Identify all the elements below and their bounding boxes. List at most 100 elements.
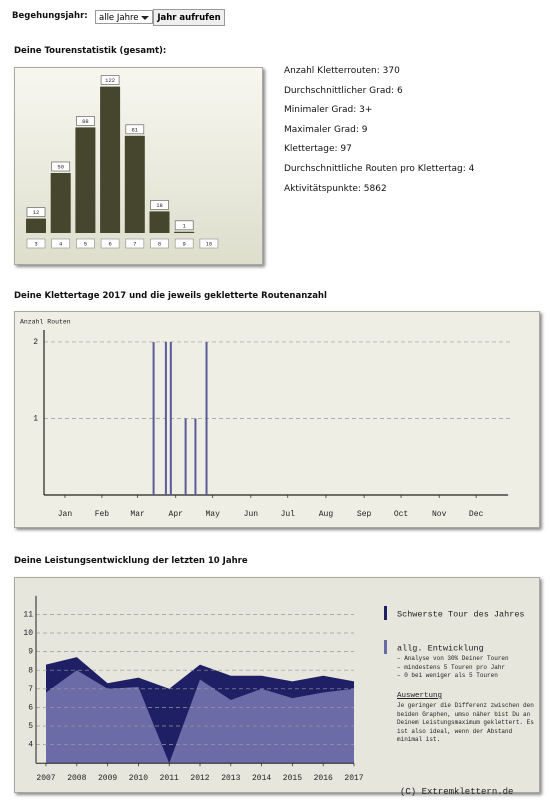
bar (124, 135, 145, 233)
x-tick-label: 4 (59, 240, 63, 247)
value-label: 12 (33, 209, 40, 216)
stat-line: Durchschnittliche Routen pro Klettertag:… (284, 164, 475, 174)
x-tick-label: 9 (183, 240, 186, 247)
y-tick-label: 9 (28, 648, 33, 657)
y-axis-label: Anzahl Routen (20, 319, 71, 326)
value-box (51, 161, 71, 172)
category-box (150, 238, 169, 249)
x-tick-label: 2010 (129, 774, 148, 783)
y-tick-label: 11 (23, 611, 33, 620)
category-box (100, 238, 120, 249)
value-label: 18 (156, 202, 163, 209)
x-tick-label: Mar (130, 510, 145, 519)
year-label: Begehungsjahr: (12, 11, 88, 21)
x-tick-label: Oct (394, 510, 408, 519)
stat-line: Durchschnittlicher Grad: 6 (284, 85, 403, 96)
x-tick-label: Apr (169, 510, 184, 519)
value-label: 122 (105, 77, 115, 84)
bar (174, 231, 195, 233)
annotation: Je geringer die Differenz zwischen den b… (397, 702, 534, 744)
y-tick-label: 7 (28, 685, 33, 694)
x-tick-label: 2011 (160, 774, 179, 783)
x-tick-label: 2009 (98, 774, 117, 783)
x-tick-label: Jun (244, 510, 259, 519)
legend-note: – mindestens 5 Touren pro Jahr (397, 663, 506, 671)
x-tick-label: May (205, 510, 220, 519)
x-tick-label: 5 (84, 240, 87, 247)
y-tick-label: 1 (33, 415, 38, 424)
x-tick-label: 2007 (36, 774, 55, 783)
category-box (26, 238, 46, 249)
y-tick-label: 4 (28, 741, 33, 750)
chart-panel (14, 311, 540, 528)
value-label: 88 (82, 118, 89, 125)
bar (50, 173, 71, 233)
x-tick-label: Sep (357, 510, 372, 519)
x-tick-label: 7 (133, 240, 136, 247)
section-title: Deine Tourenstatistik (gesamt): (14, 46, 167, 56)
x-tick-label: 2014 (252, 774, 271, 783)
category-box (76, 238, 95, 249)
annotation-title: Auswertung (397, 692, 443, 700)
x-tick-label: 3 (34, 240, 37, 247)
submit-button[interactable]: Jahr aufrufen (153, 9, 225, 26)
category-box (125, 238, 145, 249)
x-tick-label: 2012 (190, 774, 209, 783)
legend-notes: – Analyse von 30% Deiner Touren – mindest… (397, 655, 509, 681)
year-select[interactable]: alle Jahre (95, 10, 153, 24)
value-box (150, 200, 169, 210)
stat-line: Klettertage: 97 (284, 144, 352, 155)
x-tick-label: 6 (108, 240, 111, 247)
legend-swatch (384, 606, 387, 620)
legend-swatch (384, 640, 387, 654)
value-box (174, 220, 194, 231)
x-tick-label: Nov (432, 510, 447, 519)
footer: (C) Extremklettern.de (400, 787, 514, 797)
x-tick-label: Feb (95, 510, 110, 519)
x-tick-label: 2013 (221, 774, 240, 783)
value-box (26, 207, 46, 217)
stat-line: Anzahl Kletterrouten: 370 (284, 66, 400, 76)
value-box (100, 75, 120, 85)
x-tick-label: 8 (158, 240, 161, 247)
stat-line: Aktivitätspunkte: 5862 (284, 183, 387, 194)
x-tick-label: Jul (281, 510, 296, 519)
y-tick-label: 5 (28, 722, 33, 731)
stat-line: Maximaler Grad: 9 (284, 124, 368, 135)
category-box (199, 238, 219, 249)
stat-line: Minimaler Grad: 3+ (284, 105, 373, 116)
x-tick-label: Aug (319, 510, 334, 519)
x-tick-label: Jan (58, 510, 73, 519)
bar (26, 218, 46, 233)
x-tick-label: 2008 (67, 774, 86, 783)
x-tick-label: Dec (469, 510, 484, 519)
x-tick-label: 2017 (344, 774, 363, 783)
value-label: 1 (183, 222, 187, 229)
x-tick-label: 2015 (283, 774, 302, 783)
bar (149, 211, 170, 233)
value-box (125, 124, 145, 135)
category-box (174, 238, 194, 249)
legend-label: Schwerste Tour des Jahres (397, 609, 525, 619)
area (46, 670, 354, 764)
section-title: Deine Leistungsentwicklung der letzten 1… (14, 556, 248, 566)
x-tick-label: 10 (206, 240, 213, 247)
value-label: 81 (131, 126, 138, 133)
x-tick-label: 2016 (314, 774, 333, 783)
y-tick-label: 6 (28, 704, 33, 713)
value-box (76, 116, 95, 126)
y-tick-label: 8 (28, 666, 33, 675)
bar (100, 86, 121, 233)
bar (75, 127, 96, 233)
legend-label: allg. Entwicklung (397, 643, 484, 653)
value-label: 50 (57, 163, 64, 170)
y-tick-label: 10 (23, 629, 33, 638)
legend-note: – 0 bei weniger als 5 Touren (397, 672, 498, 679)
y-tick-label: 2 (33, 338, 38, 347)
category-box (51, 238, 71, 249)
select-text: alle Jahre (99, 13, 139, 23)
legend-note: – Analyse von 30% Deiner Touren (397, 655, 509, 662)
section-title: Deine Klettertage 2017 und die jeweils g… (14, 291, 327, 301)
